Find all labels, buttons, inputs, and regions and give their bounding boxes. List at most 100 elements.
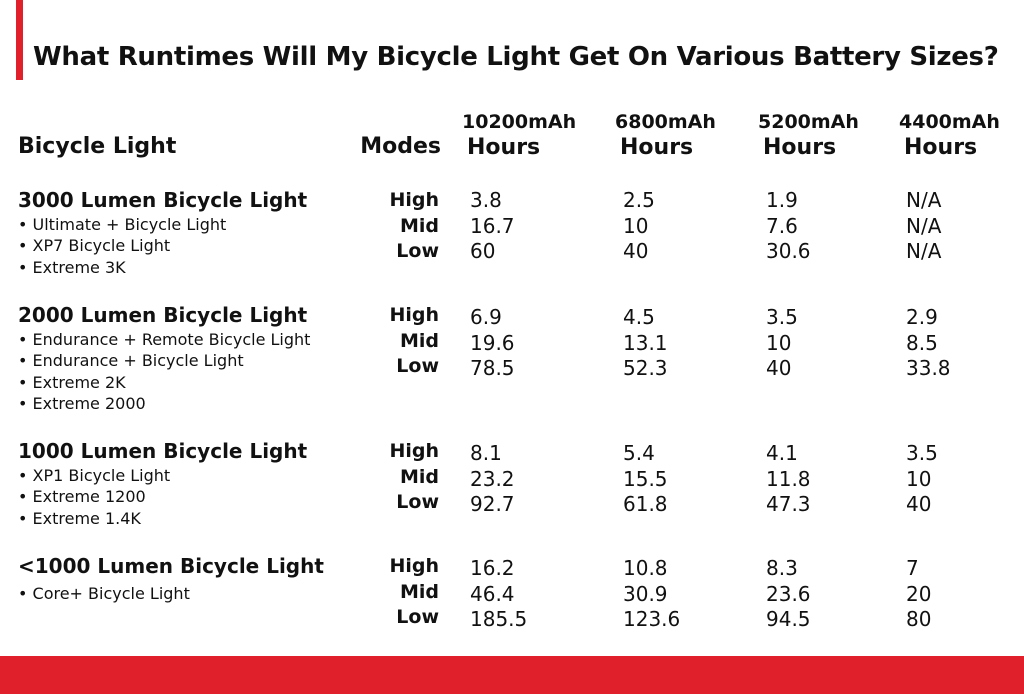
runtime-value: 5.4 xyxy=(623,441,655,465)
runtime-value: 15.5 xyxy=(623,466,668,491)
runtime-value: 3.5 xyxy=(766,305,798,329)
runtime-value: 40 xyxy=(623,239,649,263)
mode-labels: High Mid Low xyxy=(310,554,439,631)
model-item: • Core+ Bicycle Light xyxy=(18,584,190,603)
runtime-value: 23.2 xyxy=(470,466,515,491)
runtime-column-10200mah: 3.8 16.7 60 xyxy=(470,188,515,265)
model-item: • Extreme 3K xyxy=(18,257,126,277)
hours-unit-header: Hours xyxy=(467,135,541,160)
battery-capacity-header: 10200mAh xyxy=(462,111,577,133)
runtime-column-6800mah: 5.4 15.5 61.8 xyxy=(623,441,668,518)
runtime-column-6800mah: 2.5 10 40 xyxy=(623,188,655,265)
footer-accent-bar xyxy=(0,656,1024,694)
runtime-value: 30.9 xyxy=(623,581,668,606)
light-group-3000-lumen: 3000 Lumen Bicycle Light • Ultimate + Bi… xyxy=(0,188,1024,308)
runtime-value: 16.2 xyxy=(470,556,515,580)
mode-high: High xyxy=(389,189,439,211)
model-item: • XP1 Bicycle Light xyxy=(18,466,171,485)
bicycle-light-column-header: Bicycle Light xyxy=(18,134,177,159)
mode-low: Low xyxy=(396,240,439,262)
runtime-value: 78.5 xyxy=(470,356,515,380)
runtime-value: 40 xyxy=(766,356,792,380)
runtime-value: 123.6 xyxy=(623,607,681,631)
model-item: • Endurance + Remote Bicycle Light xyxy=(18,330,311,349)
runtime-value: 2.9 xyxy=(906,305,938,329)
battery-capacity-header: 4400mAh xyxy=(899,111,1000,133)
runtime-value: N/A xyxy=(906,239,942,263)
runtime-value: 20 xyxy=(906,581,932,606)
runtime-value: 10 xyxy=(623,213,649,238)
mode-labels: High Mid Low xyxy=(310,188,439,265)
runtime-value: N/A xyxy=(906,213,942,238)
runtime-column-6800mah: 4.5 13.1 52.3 xyxy=(623,305,668,382)
runtime-value: 8.5 xyxy=(906,330,938,355)
runtime-column-5200mah: 3.5 10 40 xyxy=(766,305,798,382)
hours-unit-header: Hours xyxy=(620,135,694,160)
runtime-value: 40 xyxy=(906,492,932,516)
model-list: • XP1 Bicycle Light • Extreme 1200 • Ext… xyxy=(18,465,170,529)
group-title: 3000 Lumen Bicycle Light xyxy=(18,188,308,212)
battery-capacity-header: 6800mAh xyxy=(615,111,716,133)
runtime-value: 8.3 xyxy=(766,556,798,580)
runtime-value: 3.5 xyxy=(906,441,938,465)
model-item: • Extreme 1.4K xyxy=(18,508,141,528)
model-list: • Endurance + Remote Bicycle Light • End… xyxy=(18,329,310,414)
page-title: What Runtimes Will My Bicycle Light Get … xyxy=(33,42,999,72)
runtime-column-10200mah: 16.2 46.4 185.5 xyxy=(470,556,527,633)
model-item: • Ultimate + Bicycle Light xyxy=(18,215,227,234)
runtime-value: 52.3 xyxy=(623,356,668,380)
model-item: • XP7 Bicycle Light xyxy=(18,236,171,256)
model-item: • Endurance + Bicycle Light xyxy=(18,351,244,371)
runtime-column-4400mah: 7 20 80 xyxy=(906,556,931,633)
light-group-under-1000-lumen: <1000 Lumen Bicycle Light • Core+ Bicycl… xyxy=(0,554,1024,674)
runtime-value: 2.5 xyxy=(623,188,655,212)
title-accent-bar xyxy=(16,0,23,80)
group-title: 1000 Lumen Bicycle Light xyxy=(18,439,308,463)
runtime-value: 7.6 xyxy=(766,213,798,238)
runtime-value: 19.6 xyxy=(470,330,515,355)
mode-low: Low xyxy=(396,491,439,513)
runtime-value: 47.3 xyxy=(766,492,811,516)
light-group-2000-lumen: 2000 Lumen Bicycle Light • Endurance + R… xyxy=(0,303,1024,423)
modes-column-header: Modes xyxy=(360,134,441,159)
model-item: • Extreme 1200 xyxy=(18,487,146,507)
runtime-value: 13.1 xyxy=(623,330,668,355)
battery-capacity-header: 5200mAh xyxy=(758,111,859,133)
model-item: • Extreme 2000 xyxy=(18,393,146,413)
mode-low: Low xyxy=(396,606,439,628)
runtime-value: 1.9 xyxy=(766,188,798,212)
runtime-value: 30.6 xyxy=(766,239,811,263)
runtime-value: 16.7 xyxy=(470,213,515,238)
mode-high: High xyxy=(389,304,439,326)
mode-labels: High Mid Low xyxy=(310,439,439,516)
runtime-column-6800mah: 10.8 30.9 123.6 xyxy=(623,556,680,633)
runtime-value: 80 xyxy=(906,607,932,631)
mode-mid: Mid xyxy=(399,214,439,237)
runtime-value: 46.4 xyxy=(470,581,515,606)
runtime-value: N/A xyxy=(906,188,942,212)
model-list: • Core+ Bicycle Light xyxy=(18,583,190,604)
runtime-value: 92.7 xyxy=(470,492,515,516)
group-title: <1000 Lumen Bicycle Light xyxy=(18,554,324,578)
runtime-value: 7 xyxy=(906,556,919,580)
runtime-value: 61.8 xyxy=(623,492,668,516)
light-group-1000-lumen: 1000 Lumen Bicycle Light • XP1 Bicycle L… xyxy=(0,439,1024,559)
runtime-column-5200mah: 4.1 11.8 47.3 xyxy=(766,441,811,518)
runtime-value: 60 xyxy=(470,239,496,263)
mode-high: High xyxy=(389,440,439,462)
mode-labels: High Mid Low xyxy=(310,303,439,380)
runtime-value: 23.6 xyxy=(766,581,811,606)
runtime-column-5200mah: 8.3 23.6 94.5 xyxy=(766,556,811,633)
runtime-value: 185.5 xyxy=(470,607,528,631)
runtime-column-4400mah: N/A N/A N/A xyxy=(906,188,941,265)
model-list: • Ultimate + Bicycle Light • XP7 Bicycle… xyxy=(18,214,226,278)
runtime-value: 10.8 xyxy=(623,556,668,580)
runtime-value: 33.8 xyxy=(906,356,951,380)
mode-mid: Mid xyxy=(399,329,439,352)
runtime-value: 94.5 xyxy=(766,607,811,631)
runtime-value: 3.8 xyxy=(470,188,502,212)
runtime-value: 4.5 xyxy=(623,305,655,329)
runtime-column-10200mah: 6.9 19.6 78.5 xyxy=(470,305,515,382)
model-item: • Extreme 2K xyxy=(18,372,126,392)
runtime-column-5200mah: 1.9 7.6 30.6 xyxy=(766,188,811,265)
